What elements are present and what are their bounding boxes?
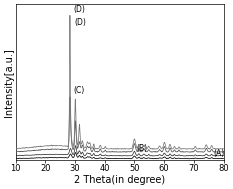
Text: (D): (D) [74, 19, 86, 27]
X-axis label: 2 Theta(in degree): 2 Theta(in degree) [74, 175, 165, 185]
Text: (D): (D) [73, 5, 85, 14]
Text: (A): (A) [213, 149, 224, 158]
Text: (B): (B) [136, 144, 147, 153]
Text: (C): (C) [73, 86, 84, 95]
Y-axis label: Intensity[a.u.]: Intensity[a.u.] [4, 48, 14, 117]
